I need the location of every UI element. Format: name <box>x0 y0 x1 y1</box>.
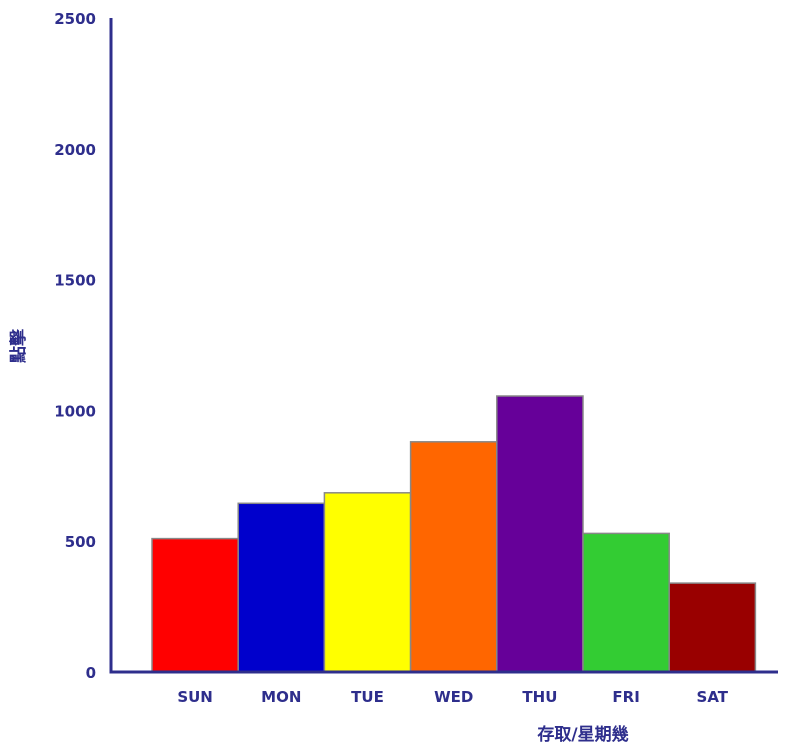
y-tick-label-2500: 2500 <box>54 10 96 28</box>
x-tick-label-wed: WED <box>434 688 473 706</box>
y-tick-label-1500: 1500 <box>54 272 96 290</box>
x-axis-title: 存取/星期幾 <box>537 724 628 745</box>
x-tick-label-mon: MON <box>261 688 301 706</box>
bars-group <box>151 395 757 673</box>
bar-fri <box>582 532 670 673</box>
bar-sat <box>668 582 757 673</box>
bar-wed <box>409 441 498 673</box>
axes <box>109 18 778 674</box>
y-tick-label-1000: 1000 <box>54 402 96 420</box>
y-tick-labels: 0 500 1000 1500 2000 2500 <box>54 10 96 682</box>
x-tick-label-tue: TUE <box>351 688 384 706</box>
y-axis-title: 點擊 <box>8 328 29 364</box>
bar-mon <box>237 502 326 673</box>
bar-sun <box>151 537 239 673</box>
x-tick-label-sun: SUN <box>177 688 213 706</box>
x-tick-label-sat: SAT <box>697 688 729 706</box>
x-tick-label-thu: THU <box>522 688 557 706</box>
bar-thu <box>496 395 584 673</box>
y-tick-label-0: 0 <box>86 664 96 682</box>
y-tick-label-2000: 2000 <box>54 141 96 159</box>
bar-tue <box>323 492 412 673</box>
x-tick-label-fri: FRI <box>612 688 639 706</box>
y-tick-label-500: 500 <box>65 533 96 551</box>
x-tick-labels: SUN MON TUE WED THU FRI SAT <box>177 688 728 706</box>
